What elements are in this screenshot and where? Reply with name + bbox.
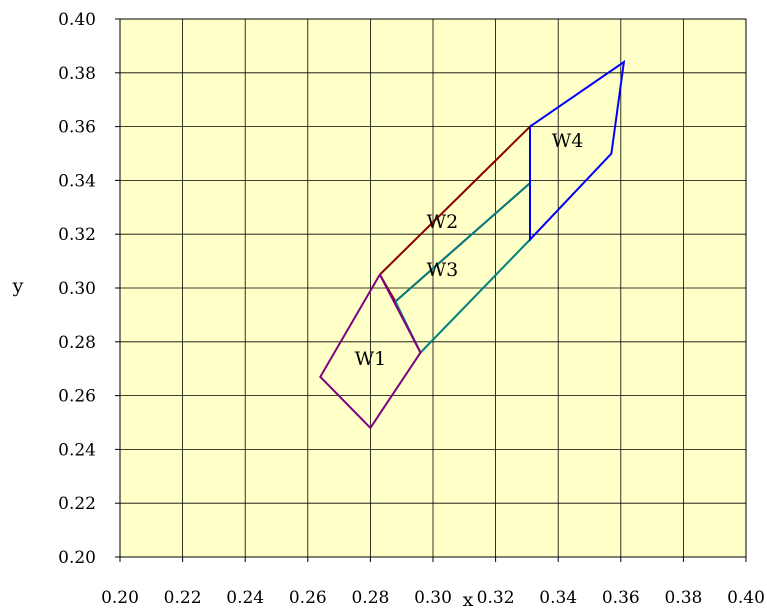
gridlines [120, 19, 746, 557]
y-tick-label: 0.24 [58, 440, 96, 460]
x-tick-label: 0.26 [289, 588, 327, 608]
y-tick-label: 0.38 [58, 64, 96, 84]
x-axis-label: x [463, 589, 474, 610]
y-tick-label: 0.40 [58, 10, 96, 30]
y-tick-label: 0.34 [58, 171, 96, 191]
x-tick-label: 0.30 [414, 588, 452, 608]
series-group [319, 59, 626, 430]
y-tick-labels: 0.20 0.22 0.24 0.26 0.28 0.30 0.32 0.34 0.36 0.38… [58, 10, 120, 568]
x-tick-label: 0.34 [539, 588, 577, 608]
x-tick-labels: 0.20 0.22 0.24 0.26 0.28 0.30 0.32 0.34 0.36 0.38… [101, 557, 765, 608]
series-line-3 [529, 59, 626, 243]
x-tick-label: 0.28 [351, 588, 389, 608]
y-tick-label: 0.26 [58, 387, 96, 407]
y-tick-label: 0.28 [58, 333, 96, 353]
x-tick-label: 0.32 [477, 588, 515, 608]
y-tick-label: 0.20 [58, 548, 96, 568]
x-tick-label: 0.24 [226, 588, 264, 608]
region-label-4: W4 [552, 130, 584, 152]
y-tick-label: 0.30 [58, 279, 96, 299]
y-axis-label: y [12, 275, 24, 297]
region-label-2: W2 [427, 211, 459, 233]
region-label-3: W3 [427, 259, 459, 281]
x-tick-label: 0.40 [727, 588, 765, 608]
x-tick-label: 0.36 [602, 588, 640, 608]
x-tick-label: 0.20 [101, 588, 139, 608]
x-tick-label: 0.22 [164, 588, 202, 608]
y-tick-label: 0.36 [58, 118, 96, 138]
y-tick-label: 0.22 [58, 494, 96, 514]
annotations: W1 W2 W3 W4 [355, 130, 584, 370]
series-line-4 [319, 274, 422, 430]
region-label-1: W1 [355, 348, 387, 370]
y-tick-label: 0.32 [58, 225, 96, 245]
x-tick-label: 0.38 [664, 588, 702, 608]
